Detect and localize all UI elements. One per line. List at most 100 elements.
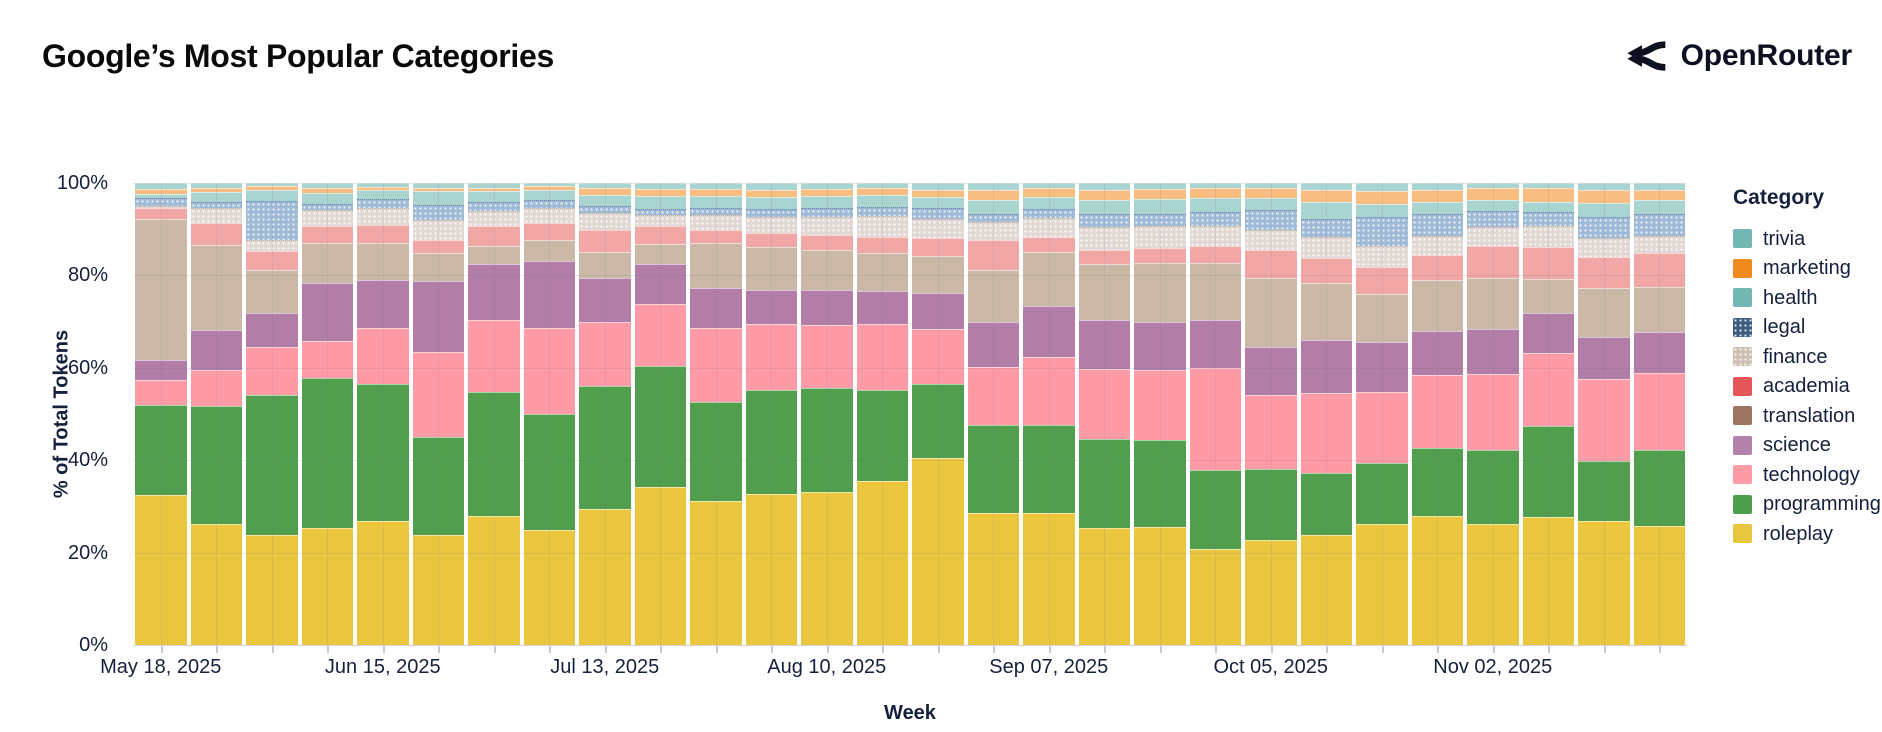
segment-finance [1134, 226, 1186, 249]
segment-health [190, 192, 242, 202]
legend-swatch-trivia [1733, 229, 1752, 249]
legend-item-programming: programming [1733, 490, 1881, 520]
segment-marketing [468, 187, 520, 192]
segment-academia [135, 208, 187, 219]
segment-roleplay [967, 513, 1019, 645]
segment-academia [912, 238, 964, 257]
segment-legal [357, 199, 409, 209]
segment-legal [1300, 218, 1352, 237]
segment-trivia [412, 183, 464, 188]
segment-marketing [1134, 188, 1186, 200]
segment-trivia [1633, 183, 1685, 190]
segment-trivia [634, 183, 686, 189]
segment-programming [468, 392, 520, 517]
segment-programming [1300, 473, 1352, 536]
segment-marketing [523, 186, 575, 191]
x-tick [438, 646, 441, 653]
x-tick [660, 646, 663, 653]
legend-swatch-health [1733, 288, 1752, 308]
segment-trivia [579, 183, 631, 188]
openrouter-fork-icon [1621, 36, 1667, 76]
segment-finance [634, 214, 686, 227]
segment-programming [634, 365, 686, 488]
segment-science [1356, 341, 1408, 392]
legend-swatch-science [1733, 435, 1752, 455]
segment-legal [1134, 213, 1186, 227]
segment-finance [967, 221, 1019, 240]
legend-swatch-translation [1733, 406, 1752, 426]
segment-technology [301, 341, 353, 378]
segment-translation [1411, 280, 1463, 331]
segment-academia [1411, 254, 1463, 281]
segment-translation [190, 244, 242, 330]
x-tick [882, 646, 885, 653]
segment-finance [301, 209, 353, 226]
segment-marketing [634, 188, 686, 197]
segment-translation [1078, 264, 1130, 321]
segment-trivia [690, 183, 742, 189]
segment-health [690, 195, 742, 209]
x-tick [826, 646, 829, 653]
x-tick [1381, 646, 1384, 653]
segment-marketing [1189, 187, 1241, 199]
openrouter-logo[interactable]: OpenRouter [1621, 36, 1852, 76]
segment-legal [745, 209, 797, 217]
x-tick [1492, 646, 1495, 653]
bar-week-15 [912, 183, 964, 645]
segment-science [801, 290, 853, 325]
segment-marketing [190, 187, 242, 193]
segment-roleplay [1411, 516, 1463, 645]
segment-roleplay [579, 509, 631, 645]
segment-finance [1078, 227, 1130, 251]
legend-label: academia [1763, 375, 1850, 398]
segment-trivia [1356, 183, 1408, 191]
segment-science [357, 279, 409, 329]
segment-technology [1467, 374, 1519, 451]
segment-science [1189, 320, 1241, 369]
x-tick [382, 646, 385, 653]
segment-academia [468, 226, 520, 246]
legend-swatch-finance [1733, 347, 1752, 367]
segment-trivia [1078, 183, 1130, 190]
segment-technology [357, 328, 409, 384]
segment-programming [135, 404, 187, 495]
segment-programming [745, 389, 797, 495]
segment-academia [745, 233, 797, 247]
x-tick [493, 646, 496, 653]
legend-swatch-roleplay [1733, 524, 1752, 544]
segment-technology [912, 328, 964, 384]
legend-label: programming [1763, 493, 1881, 516]
segment-marketing [1411, 190, 1463, 203]
segment-translation [412, 253, 464, 282]
segment-health [1522, 202, 1574, 212]
segment-programming [246, 394, 298, 536]
segment-roleplay [1522, 516, 1574, 645]
segment-roleplay [357, 520, 409, 645]
segment-roleplay [1023, 512, 1075, 645]
legend-label: roleplay [1763, 522, 1834, 545]
segment-academia [1467, 246, 1519, 279]
bar-week-26 [1522, 183, 1574, 645]
plot-area [133, 183, 1687, 645]
segment-science [1467, 329, 1519, 375]
segment-health [246, 189, 298, 201]
x-tick [715, 646, 718, 653]
segment-finance [135, 206, 187, 209]
x-tick [160, 646, 163, 653]
segment-finance [1411, 235, 1463, 255]
segment-marketing [1633, 189, 1685, 201]
segment-marketing [856, 187, 908, 196]
x-tick [1159, 646, 1162, 653]
segment-programming [1411, 448, 1463, 517]
segment-translation [1245, 278, 1297, 347]
x-tick-label: Nov 02, 2025 [1433, 656, 1553, 678]
segment-health [1633, 200, 1685, 215]
segment-translation [1467, 278, 1519, 330]
legend-swatch-academia [1733, 376, 1752, 396]
segment-legal [301, 204, 353, 210]
x-tick [1270, 646, 1273, 653]
segment-finance [1245, 230, 1297, 251]
segment-science [1522, 312, 1574, 353]
segment-technology [1078, 369, 1130, 439]
segment-legal [1411, 214, 1463, 236]
